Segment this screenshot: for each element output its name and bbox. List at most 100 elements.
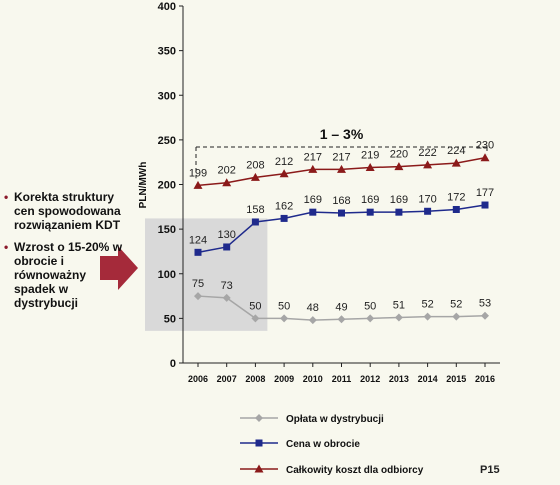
series-point xyxy=(255,439,263,447)
data-label: 130 xyxy=(218,229,236,241)
data-label: 73 xyxy=(221,280,233,292)
x-tick-label: 2016 xyxy=(475,374,495,384)
legend-label: Opłata w dystrybucji xyxy=(286,414,384,425)
legend-label: Całkowity koszt dla odbiorcy xyxy=(286,465,424,476)
y-tick-label: 250 xyxy=(158,135,176,147)
y-tick-label: 350 xyxy=(158,46,176,58)
series-point xyxy=(280,214,288,222)
series-point xyxy=(251,314,260,323)
series-point xyxy=(394,162,404,171)
series-point xyxy=(223,243,231,251)
x-tick-label: 2012 xyxy=(360,374,380,384)
data-label: 53 xyxy=(479,298,491,310)
series-total: 199 202 208 212 217 217 219 220 222 224 230 xyxy=(189,140,494,189)
series-point xyxy=(366,208,374,216)
x-tick-label: 2009 xyxy=(274,374,294,384)
data-label: 169 xyxy=(390,194,408,206)
data-label: 50 xyxy=(278,300,290,312)
series-distribution: 75 73 50 50 48 49 50 51 52 52 53 xyxy=(192,278,491,325)
bullet-dot-icon: • xyxy=(4,240,9,254)
data-label: 222 xyxy=(418,147,436,159)
data-label: 124 xyxy=(189,234,207,246)
y-tick-label: 150 xyxy=(158,224,176,236)
data-label: 199 xyxy=(189,167,207,179)
x-tick-label: 2015 xyxy=(446,374,466,384)
series-point xyxy=(279,169,289,178)
bullet-item: • Korekta struktury cen spowodowana rozw… xyxy=(4,190,124,232)
data-label: 217 xyxy=(332,151,350,163)
series-point xyxy=(308,164,318,173)
data-label: 169 xyxy=(361,194,379,206)
series-layer: 75 73 50 50 48 49 50 51 52 52 53 124 130 158 162 169 168… xyxy=(189,140,494,325)
arrow-icon xyxy=(100,246,138,290)
data-label: 208 xyxy=(246,159,264,171)
series-point xyxy=(423,160,433,169)
series-point xyxy=(424,207,432,215)
x-tick-label: 2010 xyxy=(303,374,323,384)
y-tick-label: 100 xyxy=(158,269,176,281)
series-point xyxy=(254,464,264,473)
series-point xyxy=(451,158,461,167)
data-label: 49 xyxy=(335,301,347,313)
data-label: 170 xyxy=(418,193,436,205)
y-tick-label: 0 xyxy=(170,358,176,370)
data-label: 217 xyxy=(304,151,322,163)
data-label: 169 xyxy=(304,194,322,206)
growth-annotation: 1 – 3% xyxy=(320,126,364,142)
series-point xyxy=(337,315,346,324)
page-number: P15 xyxy=(480,464,500,476)
growth-bracket xyxy=(195,146,488,179)
series-point xyxy=(222,178,232,187)
data-label: 230 xyxy=(476,140,494,152)
y-axis-label: PLN/MWh xyxy=(138,162,149,209)
data-label: 220 xyxy=(390,149,408,161)
data-label: 158 xyxy=(246,204,264,216)
series-point xyxy=(194,292,202,301)
x-tick-label: 2007 xyxy=(217,374,237,384)
series-point xyxy=(194,248,202,256)
data-label: 168 xyxy=(332,195,350,207)
y-tick-label: 400 xyxy=(158,1,176,13)
y-tick-label: 50 xyxy=(164,313,176,325)
series-point xyxy=(308,316,317,325)
series-point xyxy=(394,313,403,322)
data-label: 52 xyxy=(450,299,462,311)
chart-axes: 0 50 100 150 200 250 300 350 400 2006 2007 2008 2009… xyxy=(158,1,500,384)
series-point xyxy=(366,314,375,323)
x-tick-label: 2006 xyxy=(188,374,208,384)
x-tick-label: 2008 xyxy=(245,374,265,384)
data-label: 48 xyxy=(307,302,319,314)
data-label: 52 xyxy=(421,299,433,311)
series-point xyxy=(395,208,403,216)
x-tick-label: 2011 xyxy=(332,374,352,384)
data-label: 50 xyxy=(249,300,261,312)
series-point xyxy=(251,218,259,226)
series-point xyxy=(337,164,346,173)
y-tick-label: 300 xyxy=(158,90,176,102)
series-point xyxy=(481,311,489,320)
series-point xyxy=(423,312,432,321)
data-label: 219 xyxy=(361,150,379,162)
bullet-item: • Wzrost o 15-20% w obrocie i równoważny… xyxy=(4,240,124,310)
series-trade: 124 130 158 162 169 168 169 169 170 172 177 xyxy=(189,187,494,256)
data-label: 50 xyxy=(364,300,376,312)
series-point xyxy=(193,180,203,189)
series-point xyxy=(222,293,231,302)
data-label: 75 xyxy=(192,278,204,290)
series-point xyxy=(452,312,461,321)
legend: Opłata w dystrybucji Cena w obrocie Całkow… xyxy=(240,414,424,476)
bullet-list: • Korekta struktury cen spowodowana rozw… xyxy=(4,190,124,318)
data-label: 177 xyxy=(476,187,494,199)
data-label: 202 xyxy=(218,165,236,177)
bullet-text: Wzrost o 15-20% w obrocie i równoważny s… xyxy=(14,240,123,310)
y-tick-label: 200 xyxy=(158,180,176,192)
x-tick-label: 2013 xyxy=(389,374,409,384)
data-label: 51 xyxy=(393,299,405,311)
data-label: 224 xyxy=(447,145,465,157)
series-point xyxy=(481,201,489,209)
legend-label: Cena w obrocie xyxy=(286,439,360,450)
data-label: 212 xyxy=(275,156,293,168)
bullet-text: Korekta struktury cen spowodowana rozwią… xyxy=(14,190,121,232)
series-point xyxy=(365,163,375,172)
